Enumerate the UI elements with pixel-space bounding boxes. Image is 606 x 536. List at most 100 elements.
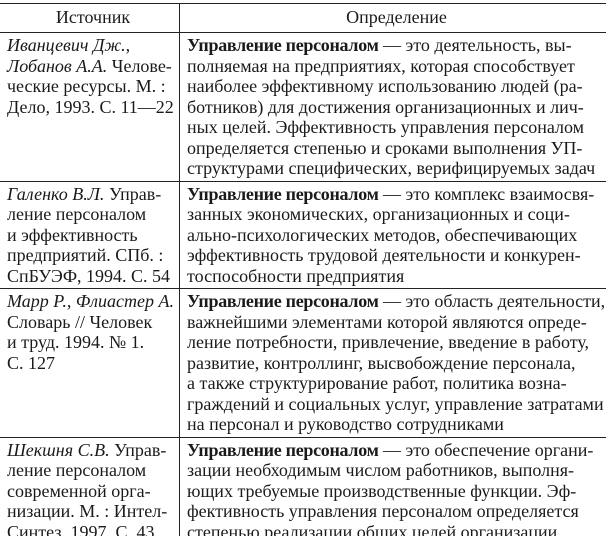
definition-text: а также структурирование работ, политика… [187, 373, 567, 393]
definition-line: а также структурирование работ, политика… [187, 373, 606, 394]
source-line: ление персоналом [7, 204, 179, 225]
source-line: Лобанов А.А. Челове- [7, 56, 179, 77]
definition-text: — это деятельность, вы- [378, 35, 572, 55]
definition-text: ных целей. Эффективность управления перс… [187, 117, 585, 137]
source-line: Иванцевич Дж., [7, 35, 179, 56]
definition-cell: Управление персоналом — это деятельность… [179, 32, 606, 182]
table-row: Шекшня С.В. Управ-ление персоналом соврем… [0, 437, 606, 536]
source-line: Синтез, 1997. С. 43 [7, 522, 179, 536]
definition-text: эффективность трудовой деятельности и ко… [187, 245, 581, 265]
source-text: предприятий. СПб. : [7, 245, 164, 265]
source-line: низации. М. : Интел- [7, 501, 179, 522]
definition-cell: Управление персоналом — это обеспечение … [179, 437, 606, 536]
source-line: Шекшня С.В. Управ- [7, 440, 179, 461]
source-line: С. 127 [7, 353, 179, 374]
definition-line: граждений и социальных услуг, управление… [187, 394, 606, 415]
definition-text: зации необходимым числом работников, вып… [187, 460, 575, 480]
definition-text: важнейшими элементами которой являются о… [187, 311, 587, 332]
source-cell: Иванцевич Дж., Лобанов А.А. Челове-ческие… [0, 32, 180, 182]
definition-line: наиболее эффективному использованию люде… [187, 76, 606, 97]
table-row: Иванцевич Дж., Лобанов А.А. Челове-ческие… [0, 32, 606, 182]
definition-line: структурами специфических, верифицируемы… [187, 158, 606, 179]
source-text: , [125, 35, 131, 55]
definition-text: граждений и социальных услуг, управление… [187, 393, 604, 414]
source-text: СпБУЭФ, 1994. С. 54 [7, 265, 171, 286]
table-row: Марр Р., Флиастер А. Словарь // Человек и … [0, 288, 606, 438]
defined-term: Управление персоналом [187, 183, 379, 204]
definition-text: структурами специфических, верифицируемы… [187, 158, 596, 178]
definition-line: степенью реализации общих целей организа… [187, 522, 606, 536]
source-text: Дело, 1993. С. 11—22 [7, 96, 174, 117]
definition-line: фективность управления персоналом опреде… [187, 501, 606, 522]
source-text: Челове- [107, 55, 172, 76]
definition-text: — это обеспечение органи- [378, 439, 594, 460]
source-text: и труд. 1994. № 1. [7, 332, 145, 352]
source-line: ческие ресурсы. М. : [7, 76, 179, 97]
table-row: Галенко В.Л. Управ-ление персоналом и эфф… [0, 181, 606, 289]
source-text: ление персоналом [7, 460, 147, 480]
source-text: Синтез, 1997. С. 43 [7, 521, 155, 536]
source-text: Управ- [109, 439, 167, 460]
definition-text: полняемая на предприятиях, которая спосо… [187, 55, 575, 76]
definition-line: на персонал и руководство сотрудниками [187, 414, 606, 435]
definition-line: ботников) для достижения организационных… [187, 97, 606, 118]
definition-text: ботников) для достижения организационных… [187, 96, 584, 117]
source-text: Словарь // Человек [7, 311, 153, 332]
author-name: Иванцевич Дж. [7, 35, 126, 55]
source-line: предприятий. СПб. : [7, 245, 179, 266]
source-line: и эффективность [7, 225, 179, 246]
definition-text: занных экономических, организационных и … [187, 204, 570, 224]
definition-text: степенью реализации общих целей организа… [187, 521, 558, 536]
definition-text: определяется степенью и сроками выполнен… [187, 137, 583, 158]
definition-line: Управление персоналом — это комплекс вза… [187, 184, 606, 205]
definition-cell: Управление персоналом — это комплекс вза… [179, 181, 606, 289]
definition-text: ально-психологических методов, обеспечив… [187, 224, 578, 245]
author-name: Галенко В.Л. [7, 183, 105, 204]
source-line: современной орга- [7, 481, 179, 502]
definition-line: развитие, контроллинг, высвобождение пер… [187, 353, 606, 374]
definition-line: Управление персоналом — это область деят… [187, 291, 606, 312]
source-line: Словарь // Человек [7, 312, 179, 333]
definition-line: ально-психологических методов, обеспечив… [187, 225, 606, 246]
source-line: и труд. 1994. № 1. [7, 332, 179, 353]
definition-text: развитие, контроллинг, высвобождение пер… [187, 352, 576, 373]
definition-text: ление потребности, привлечение, введение… [187, 332, 590, 352]
definition-text: — это комплекс взаимосвя- [378, 183, 595, 204]
definition-line: важнейшими элементами которой являются о… [187, 312, 606, 333]
author-name: Лобанов А.А. [7, 55, 108, 76]
definition-line: эффективность трудовой деятельности и ко… [187, 245, 606, 266]
definition-text: — это область деятельности, [378, 291, 606, 311]
header-source: Источник [0, 3, 180, 33]
source-line: ление персоналом [7, 460, 179, 481]
source-line: СпБУЭФ, 1994. С. 54 [7, 266, 179, 287]
source-text: низации. М. : Интел- [7, 501, 168, 521]
source-line: Марр Р., Флиастер А. [7, 291, 179, 312]
source-cell: Галенко В.Л. Управ-ление персоналом и эфф… [0, 181, 180, 289]
source-text: современной орга- [7, 480, 151, 501]
header-definition: Определение [179, 3, 606, 33]
definition-text: наиболее эффективному использованию люде… [187, 76, 583, 96]
author-name: Марр Р., Флиастер А. [7, 291, 174, 311]
source-line: Галенко В.Л. Управ- [7, 184, 179, 205]
source-text: ческие ресурсы. М. : [7, 76, 166, 96]
definition-text: ющих требуемые производственные функции.… [187, 480, 577, 501]
definition-line: тоспособности предприятия [187, 266, 606, 287]
definition-line: Управление персоналом — это деятельность… [187, 35, 606, 56]
source-text: С. 127 [7, 352, 56, 373]
definition-cell: Управление персоналом — это область деят… [179, 288, 606, 438]
definition-text: фективность управления персоналом опреде… [187, 501, 579, 521]
source-text: Управ- [104, 183, 162, 204]
definition-line: занных экономических, организационных и … [187, 204, 606, 225]
definition-line: зации необходимым числом работников, вып… [187, 460, 606, 481]
definition-line: полняемая на предприятиях, которая спосо… [187, 56, 606, 77]
definition-line: определяется степенью и сроками выполнен… [187, 138, 606, 159]
table-header-row: Источник Определение [0, 3, 606, 33]
source-cell: Марр Р., Флиастер А. Словарь // Человек и … [0, 288, 180, 438]
source-text: и эффективность [7, 224, 138, 245]
defined-term: Управление персоналом [187, 439, 379, 460]
definition-text: тоспособности предприятия [187, 265, 405, 286]
definition-line: ление потребности, привлечение, введение… [187, 332, 606, 353]
source-cell: Шекшня С.В. Управ-ление персоналом соврем… [0, 437, 180, 536]
defined-term: Управление персоналом [187, 35, 379, 55]
